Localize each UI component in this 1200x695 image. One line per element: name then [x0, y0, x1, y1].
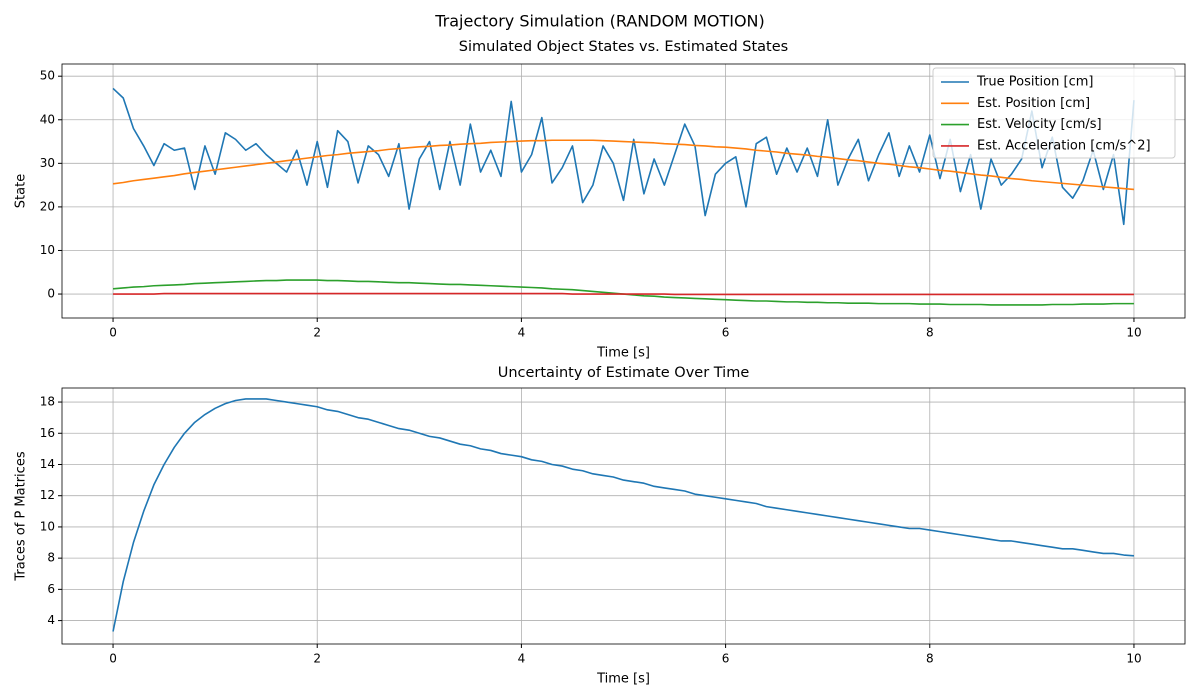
legend-label: Est. Velocity [cm/s] [977, 117, 1102, 132]
legend-label: Est. Acceleration [cm/s^2] [977, 138, 1151, 153]
x-tick-label: 10 [1126, 652, 1141, 666]
y-tick-label: 10 [40, 243, 55, 257]
data-line [112, 398, 1135, 632]
axes-frame [61, 63, 1186, 319]
y-tick-label: 14 [40, 457, 55, 471]
x-axis-label: Time [s] [596, 346, 650, 361]
x-tick-label: 4 [518, 652, 526, 666]
y-tick-label: 6 [47, 582, 55, 596]
y-axis-label: Traces of P Matrices [14, 451, 29, 581]
x-tick-label: 8 [926, 326, 934, 340]
axes-title: Uncertainty of Estimate Over Time [498, 365, 750, 381]
x-tick-label: 0 [109, 652, 117, 666]
legend-label: Est. Position [cm] [977, 96, 1090, 111]
x-tick-label: 2 [313, 326, 321, 340]
data-line [113, 292, 1134, 296]
x-tick-label: 6 [722, 652, 730, 666]
figure-title: Trajectory Simulation (RANDOM MOTION) [434, 12, 765, 31]
y-tick-label: 8 [47, 551, 55, 565]
x-tick-label: 2 [313, 652, 321, 666]
data-line [112, 87, 1135, 226]
axes-frame [61, 387, 1186, 645]
x-axis-label: Time [s] [596, 672, 650, 687]
x-tick-label: 8 [926, 652, 934, 666]
y-tick-label: 4 [47, 613, 55, 627]
y-tick-label: 16 [40, 426, 55, 440]
x-tick-label: 10 [1126, 326, 1141, 340]
axes-title: Simulated Object States vs. Estimated St… [459, 39, 788, 55]
y-tick-label: 10 [40, 519, 55, 533]
y-tick-label: 18 [40, 395, 55, 409]
y-axis-label: State [14, 174, 29, 208]
legend-box [932, 67, 1176, 159]
x-tick-label: 6 [722, 326, 730, 340]
x-tick-label: 0 [109, 326, 117, 340]
y-tick-label: 12 [40, 488, 55, 502]
x-tick-label: 4 [518, 326, 526, 340]
y-tick-label: 50 [40, 69, 55, 83]
y-tick-label: 20 [40, 199, 55, 213]
y-tick-label: 40 [40, 112, 55, 126]
y-tick-label: 30 [40, 156, 55, 170]
data-line [112, 139, 1135, 191]
y-tick-label: 0 [47, 287, 55, 301]
legend-label: True Position [cm] [976, 75, 1093, 90]
